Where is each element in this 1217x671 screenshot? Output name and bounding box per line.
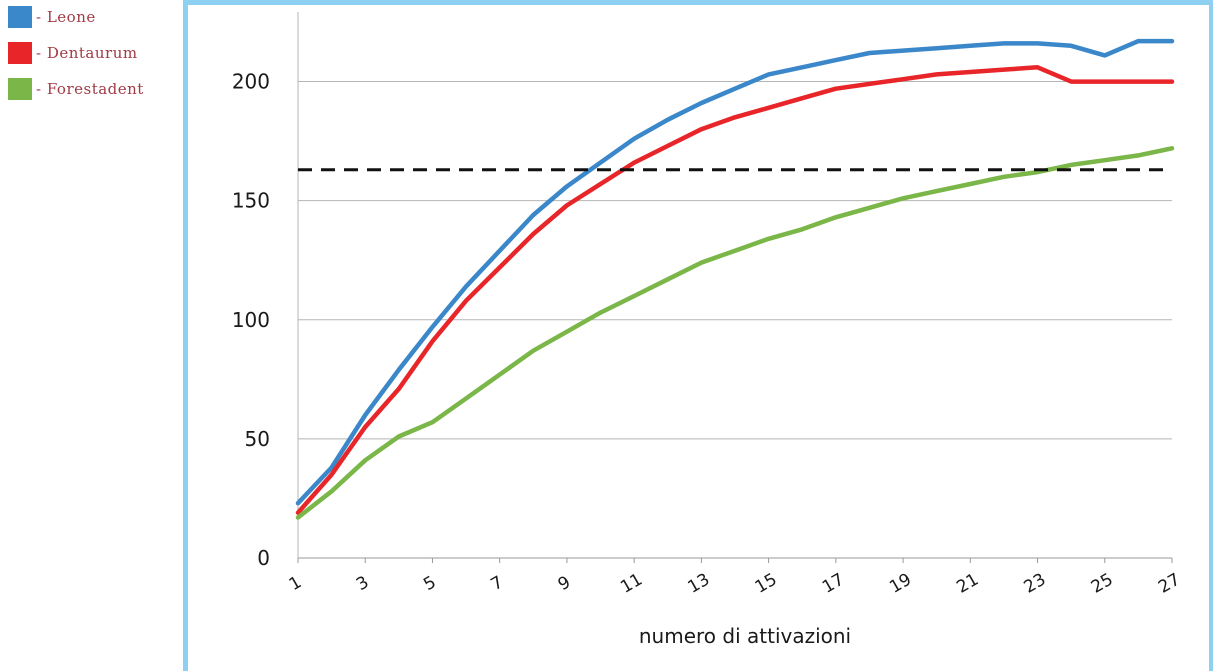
x-tick-label: 23 [1021,570,1050,598]
x-tick-label: 17 [819,570,848,598]
series-line-leone [295,38,1175,506]
legend-swatch-leone [8,6,32,28]
series-lines [295,38,1175,520]
x-tick-label: 5 [420,572,439,595]
x-axis: 1 3 5 7 9 11 13 15 17 19 21 23 25 27 [286,558,1184,598]
x-tick-label: 27 [1155,570,1184,598]
legend-label-forestadent: - Forestadent [36,80,144,98]
x-tick-label: 13 [685,570,714,598]
y-tick-label: 200 [232,70,270,94]
y-tick-label: 50 [245,427,270,451]
x-tick-label: 3 [353,572,372,595]
legend-swatch-forestadent [8,78,32,100]
grid-lines [297,12,1172,559]
x-axis-label: numero di attivazioni [639,624,851,648]
legend-item-forestadent: - Forestadent [8,78,144,100]
y-tick-label: 100 [232,308,270,332]
series-line-dentaurum [295,65,1175,515]
legend-swatch-dentaurum [8,42,32,64]
y-tick-label: 0 [257,546,270,570]
x-tick-label: 19 [886,570,915,598]
series-line-forestadent [295,146,1175,520]
chart-legend: - Leone - Dentaurum - Forestadent [8,6,144,114]
x-tick-label: 11 [617,570,646,598]
y-axis: 0 50 100 150 200 [232,70,270,570]
x-tick-label: 9 [555,572,574,595]
legend-item-dentaurum: - Dentaurum [8,42,144,64]
legend-label-dentaurum: - Dentaurum [36,44,138,62]
x-tick-label: 25 [1088,570,1117,598]
x-tick-label: 15 [752,570,781,598]
chart-frame [183,0,1213,671]
legend-label-leone: - Leone [36,8,96,26]
legend-item-leone: - Leone [8,6,144,28]
y-tick-label: 150 [232,189,270,213]
x-tick-label: 7 [488,572,507,595]
x-tick-label: 21 [953,570,982,598]
x-tick-label: 1 [286,572,305,595]
